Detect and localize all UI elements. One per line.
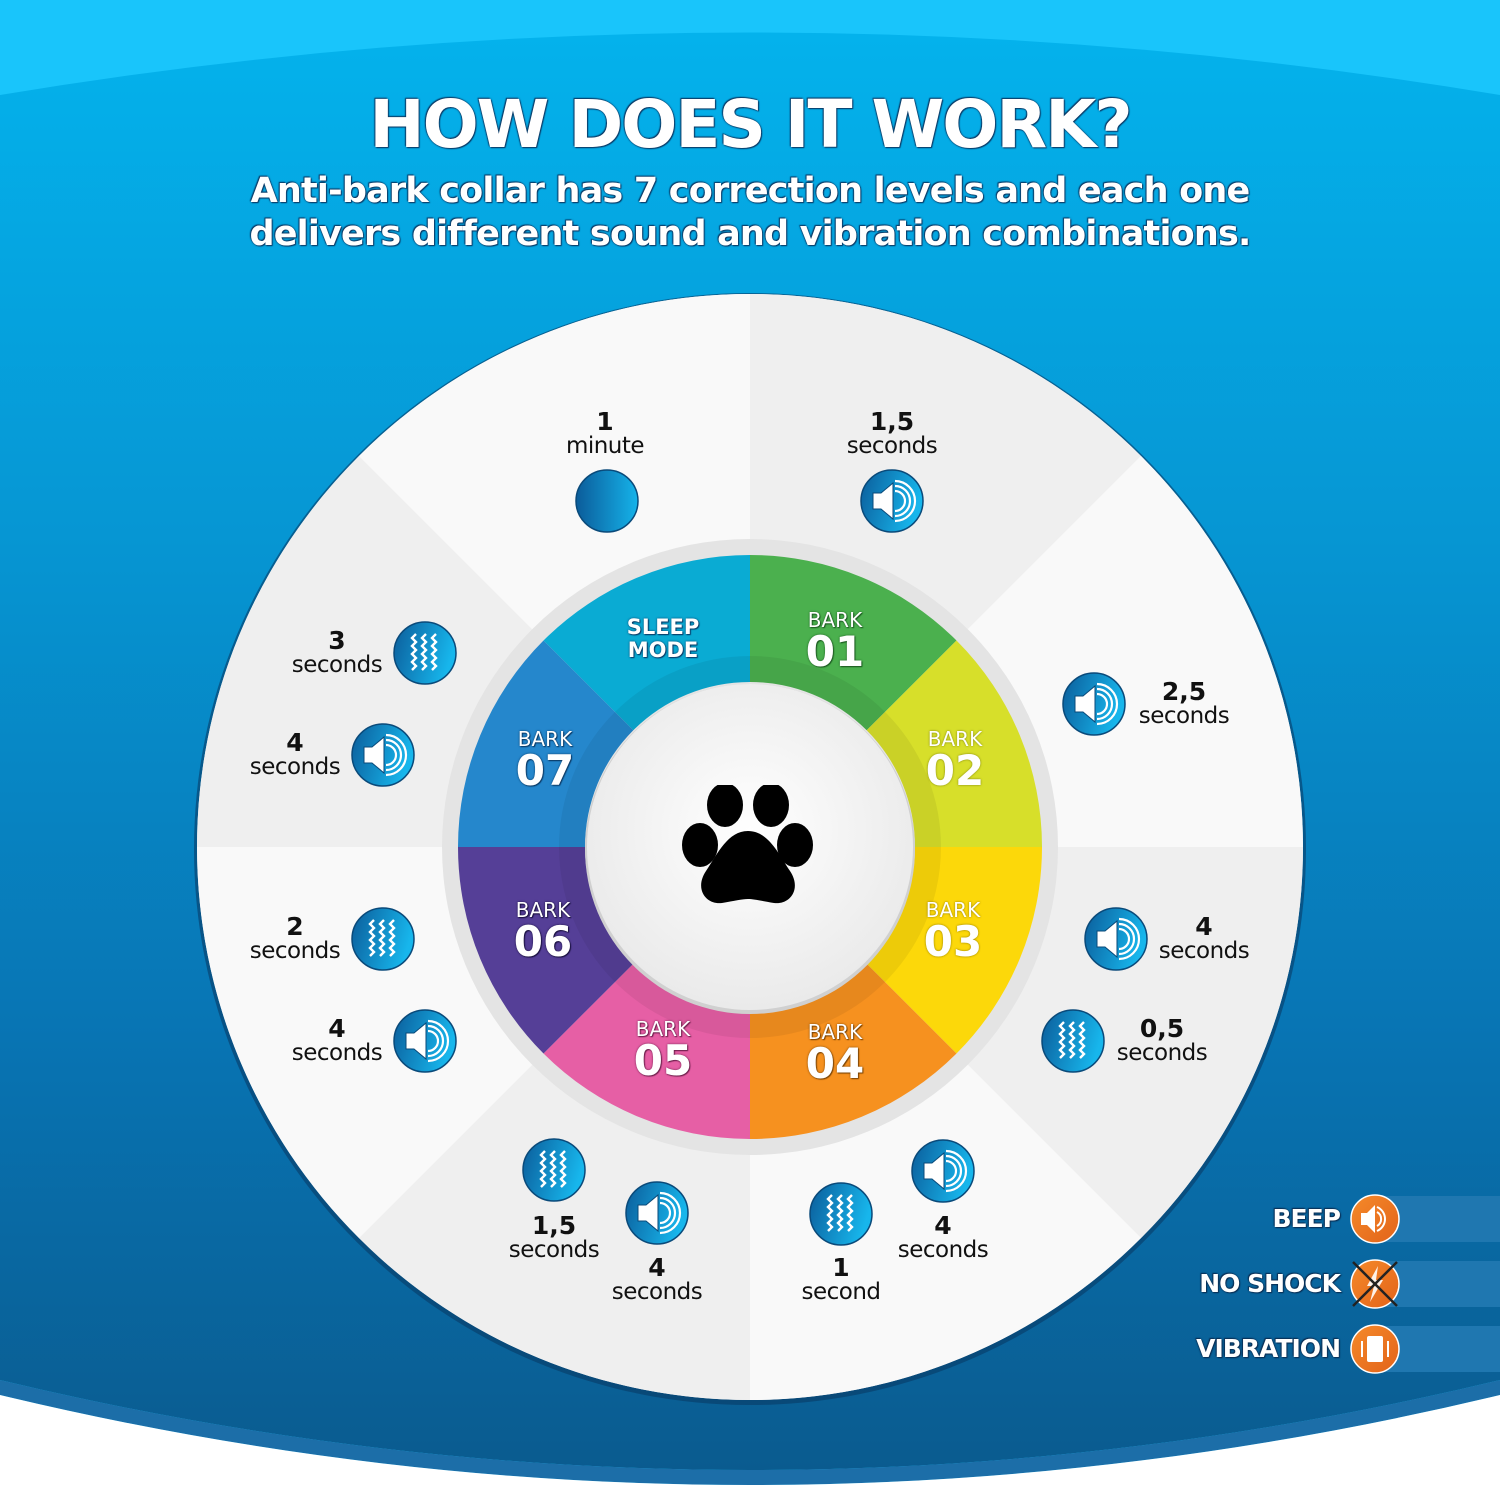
speaker-icon (1061, 671, 1127, 737)
speaker-icon (350, 722, 416, 788)
speaker-icon (624, 1180, 690, 1246)
speaker-icon (859, 468, 925, 534)
legend-bar-no-shock (1380, 1261, 1500, 1307)
timing-bark04-vibration: 1 second (801, 1253, 881, 1305)
vibration-icon (350, 906, 416, 972)
level-ring (458, 554, 1043, 1139)
timing-bark07-beep: 4 seconds (249, 728, 341, 780)
legend-label-beep: BEEP (1272, 1204, 1341, 1233)
timing-bark02: 2,5 seconds (1138, 677, 1230, 729)
subtitle-line-1: Anti-bark collar has 7 correction levels… (250, 171, 1251, 211)
speaker-icon (392, 1008, 458, 1074)
vibration-icon (808, 1181, 874, 1247)
subtitle-line-2: delivers different sound and vibration c… (249, 214, 1251, 254)
vibration-icon (1350, 1324, 1400, 1374)
timing-bark06-vibration: 2 seconds (249, 912, 341, 964)
timing-bark07-vibration: 3 seconds (291, 626, 383, 678)
level-label-sleep: SLEEP MODE (626, 615, 700, 662)
timing-bark03-beep: 4 seconds (1158, 912, 1250, 964)
level-label-bark01: BARK 01 (805, 608, 865, 676)
paw-print-icon (682, 785, 813, 904)
speaker-icon (1083, 906, 1149, 972)
legend-bar-beep (1380, 1196, 1500, 1242)
timing-sleep: 1 minute (565, 407, 645, 459)
level-label-bark06: BARK 06 (513, 898, 573, 966)
vibration-icon (392, 620, 458, 686)
level-label-bark04: BARK 04 (805, 1020, 865, 1088)
vibration-icon (1040, 1008, 1106, 1074)
page-subtitle: Anti-bark collar has 7 correction levels… (0, 170, 1500, 256)
legend-label-vibration: VIBRATION (1196, 1334, 1341, 1363)
vibration-icon (521, 1137, 587, 1203)
no-shock-icon (1350, 1259, 1400, 1309)
timing-bark01: 1,5 seconds (846, 407, 938, 459)
page-title: HOW DOES IT WORK? (369, 86, 1132, 163)
legend-label-no-shock: NO SHOCK (1199, 1269, 1341, 1298)
timing-bark05-beep: 4 seconds (611, 1253, 703, 1305)
timing-bark06-beep: 4 seconds (291, 1014, 383, 1066)
legend-bar-vibration (1380, 1326, 1500, 1372)
speaker-icon (910, 1138, 976, 1204)
speaker-icon (1350, 1194, 1400, 1244)
level-label-bark07: BARK 07 (515, 727, 575, 795)
level-label-bark02: BARK 02 (925, 727, 985, 795)
sleep-dot-icon (575, 469, 639, 533)
timing-bark04-beep: 4 seconds (897, 1211, 989, 1263)
timing-bark05-vibration: 1,5 seconds (508, 1211, 600, 1263)
timing-bark03-vibration: 0,5 seconds (1116, 1014, 1208, 1066)
level-label-bark03: BARK 03 (923, 898, 983, 966)
level-label-bark05: BARK 05 (633, 1017, 693, 1085)
